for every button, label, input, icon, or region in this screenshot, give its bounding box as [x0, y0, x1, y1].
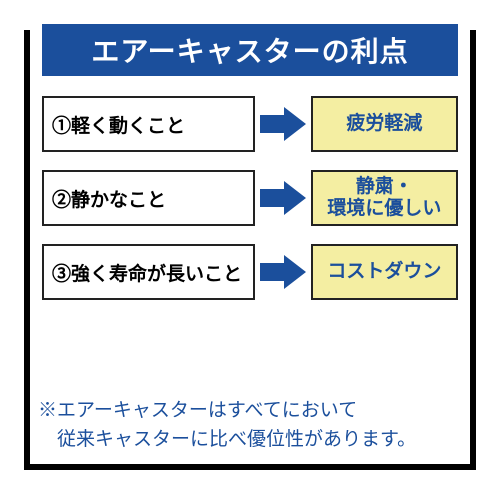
arrow-icon	[255, 170, 311, 226]
footnote: ※エアーキャスターはすべてにおいて 従来キャスターに比べ優位性があります。	[38, 397, 470, 454]
benefit-row: ②静かなこと 静粛・ 環境に優しい	[42, 170, 458, 226]
benefit-row: ①軽く動くこと 疲労軽減	[42, 96, 458, 152]
benefit-feature: ②静かなこと	[42, 170, 255, 226]
arrow-icon	[255, 96, 311, 152]
benefit-row: ③強く寿命が長いこと コストダウン	[42, 244, 458, 300]
benefit-result: コストダウン	[311, 244, 458, 300]
benefit-feature: ③強く寿命が長いこと	[42, 244, 255, 300]
arrow-icon	[255, 244, 311, 300]
title-bar: エアーキャスターの利点	[42, 24, 458, 76]
benefit-result: 疲労軽減	[311, 96, 458, 152]
benefits-list: ①軽く動くこと 疲労軽減 ②静かなこと 静粛・ 環境に優しい ③強く寿命が長いこ…	[42, 96, 458, 318]
benefit-feature: ①軽く動くこと	[42, 96, 255, 152]
benefit-result: 静粛・ 環境に優しい	[311, 170, 458, 226]
